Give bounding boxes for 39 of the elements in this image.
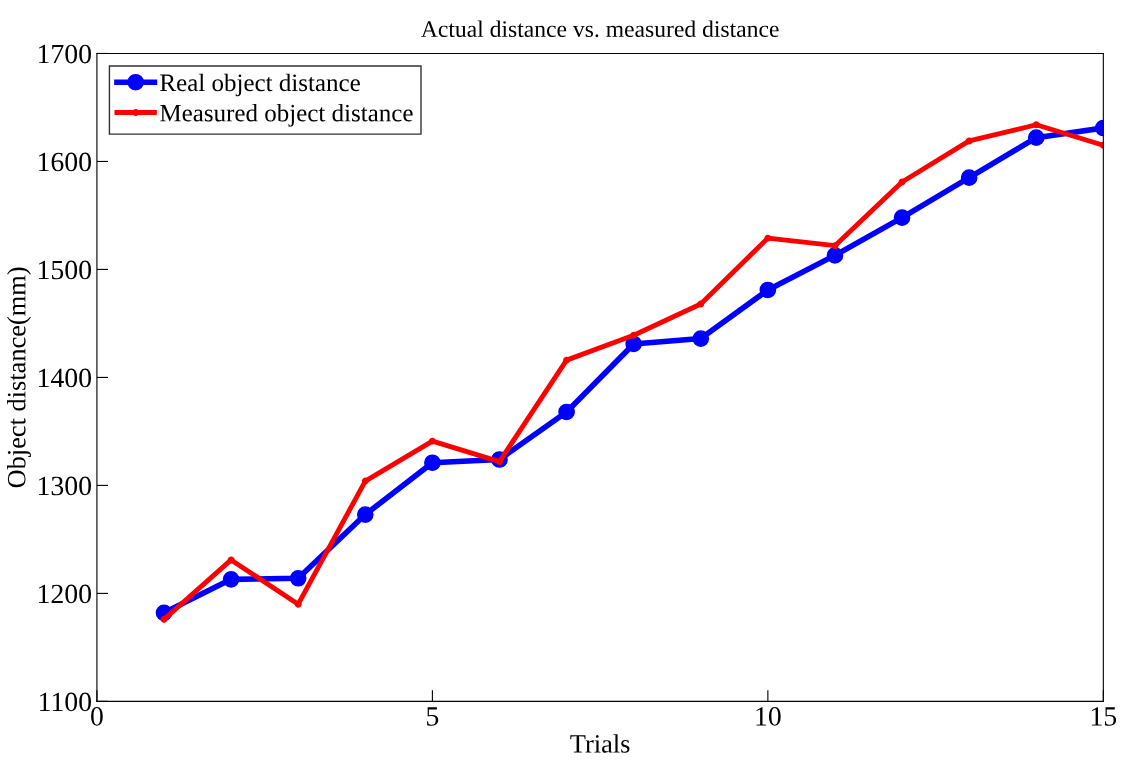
x-tick-label: 5 — [427, 707, 439, 726]
y-tick-label: 1200 — [38, 584, 91, 604]
legend-label: Measured object distance — [160, 103, 413, 127]
legend-label: Real object distance — [160, 73, 360, 97]
point — [692, 330, 710, 347]
point — [831, 242, 839, 250]
point — [160, 615, 168, 623]
y-tick-label: 1600 — [38, 152, 91, 172]
point — [1032, 121, 1040, 129]
point — [428, 437, 436, 445]
x-axis-title: Trials — [570, 734, 630, 753]
x-tick-label: 0 — [91, 707, 103, 726]
point — [759, 281, 777, 299]
point — [222, 571, 240, 588]
chart-title: Actual distance vs. measured distance — [421, 20, 779, 38]
point — [289, 569, 307, 587]
point — [227, 556, 235, 564]
point — [294, 600, 302, 608]
point — [826, 247, 844, 264]
y-tick-label: 1500 — [38, 260, 91, 280]
point — [893, 209, 911, 226]
point — [960, 169, 978, 186]
point — [965, 137, 973, 145]
point — [1027, 129, 1045, 147]
x-tick-label: 10 — [756, 707, 781, 726]
point — [356, 506, 374, 523]
y-tick-label: 1300 — [38, 476, 91, 496]
y-tick-label: 1100 — [39, 692, 91, 712]
x-tick-label: 15 — [1091, 707, 1117, 726]
point — [764, 234, 772, 242]
point — [563, 356, 571, 364]
y-axis-title: Object distance(mm) — [7, 267, 31, 488]
point — [361, 477, 369, 485]
point — [424, 454, 441, 472]
point — [697, 300, 705, 308]
point — [630, 331, 638, 339]
y-tick-label: 1400 — [38, 368, 91, 388]
y-tick-label: 1700 — [38, 44, 91, 64]
point — [558, 403, 575, 421]
